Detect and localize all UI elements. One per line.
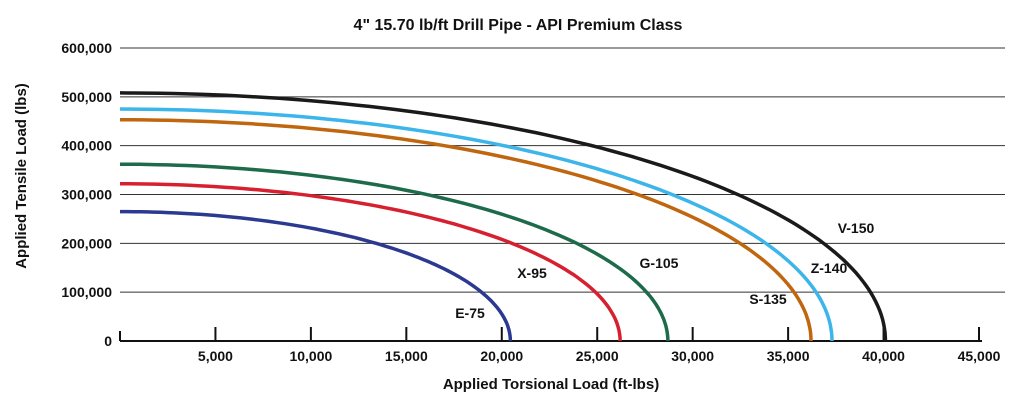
x-tick-label: 10,000: [289, 348, 332, 364]
y-tick-label: 500,000: [61, 89, 112, 105]
x-tick-label: 40,000: [862, 348, 905, 364]
curve-x-95: [120, 182, 622, 341]
chart-title: 4" 15.70 lb/ft Drill Pipe - API Premium …: [354, 17, 683, 34]
x-tick-label: 20,000: [480, 348, 523, 364]
x-axis-label: Applied Torsional Load (ft-lbs): [443, 376, 659, 393]
x-tick-label: 25,000: [576, 348, 619, 364]
curve-z-140: [119, 107, 834, 342]
series-label-v-150: V-150: [838, 220, 875, 236]
series-label-x-95: X-95: [517, 265, 547, 281]
curve-e-75: [120, 209, 513, 342]
series-label-s-135: S-135: [749, 291, 787, 307]
curve-v-150: [119, 91, 888, 342]
series-label-z-140: Z-140: [811, 260, 848, 276]
x-tick-label: 45,000: [958, 348, 1001, 364]
y-tick-label: 100,000: [61, 284, 112, 300]
series-label-e-75: E-75: [455, 305, 485, 321]
y-axis-label: Applied Tensile Load (lbs): [13, 83, 30, 269]
y-tick-label: 300,000: [61, 187, 112, 203]
x-tick-label: 5,000: [198, 348, 233, 364]
series-label-g-105: G-105: [640, 255, 679, 271]
y-tick-label: 600,000: [61, 40, 112, 56]
x-tick-label: 35,000: [767, 348, 810, 364]
curve-g-105: [119, 162, 670, 342]
y-tick-label: 0: [104, 333, 112, 349]
x-tick-label: 15,000: [385, 348, 428, 364]
curve-s-135: [120, 118, 813, 342]
y-tick-label: 200,000: [61, 235, 112, 251]
x-tick-label: 30,000: [671, 348, 714, 364]
y-tick-label: 400,000: [61, 138, 112, 154]
